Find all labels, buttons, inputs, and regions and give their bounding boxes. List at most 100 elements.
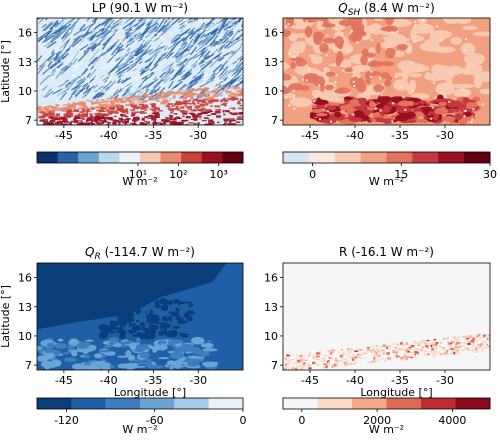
lp-warm-cell — [214, 111, 221, 114]
lp-streak — [71, 38, 82, 48]
lp-streak — [205, 18, 217, 27]
colorbar-swatch — [37, 152, 58, 163]
colorbar-frame — [282, 397, 491, 410]
lp-fleck — [193, 45, 197, 47]
lp-streak — [40, 18, 51, 29]
r-speckle — [477, 346, 481, 349]
lp-fleck — [96, 46, 100, 48]
lp-warm-cell — [240, 88, 243, 92]
lp-warm-cell — [125, 104, 131, 107]
lp-warm-cell — [42, 113, 48, 117]
lp-warm-cell — [187, 89, 194, 92]
r-speckle — [370, 350, 373, 353]
lp-streak — [49, 63, 54, 69]
qsh-warm-cell — [419, 106, 436, 110]
lp-streak — [236, 66, 243, 75]
colorbar-swatch — [119, 152, 141, 163]
lp-warm-cell — [60, 123, 64, 125]
r-speckle — [347, 363, 350, 365]
lp-fleck — [78, 121, 82, 123]
r-speckle — [300, 361, 304, 364]
qsh-patch — [344, 67, 353, 73]
r-speckle — [405, 356, 410, 358]
lp-warm-cell — [220, 103, 225, 106]
qsh-fleck — [392, 102, 395, 105]
colorbar-swatch — [438, 152, 465, 163]
qsh-fleck — [464, 49, 466, 52]
qsh-patch — [373, 18, 384, 21]
r-speckle — [482, 334, 487, 337]
lp-streak — [217, 43, 227, 53]
lp-streak — [190, 46, 198, 56]
r-speckle — [349, 362, 353, 364]
lp-streak — [79, 44, 89, 51]
lp-warm-cell — [59, 107, 64, 110]
lp-streak — [226, 39, 240, 49]
colorbar-label: W m⁻² — [122, 423, 157, 436]
lp-warm-cell — [219, 94, 223, 97]
lp-warm-cell — [82, 106, 89, 109]
lp-warm-cell — [151, 115, 154, 119]
r-speckle — [328, 361, 330, 364]
lp-warm-cell — [121, 114, 124, 117]
qsh-warm-cell — [343, 96, 353, 101]
qsh-patch — [417, 18, 427, 25]
lp-warm-cell — [89, 100, 93, 102]
lp-streak — [155, 18, 165, 33]
qr-dark-cell — [183, 301, 193, 304]
lp-warm-cell — [204, 124, 208, 125]
lp-warm-cell — [188, 100, 191, 102]
lp-fleck — [196, 31, 200, 33]
lp-streak — [198, 57, 208, 65]
lp-streak — [122, 19, 136, 30]
lp-streak — [43, 34, 55, 43]
lp-streak — [156, 79, 166, 91]
r-speckle — [454, 347, 457, 351]
lp-warm-cell — [154, 113, 160, 117]
qsh-fleck — [286, 85, 289, 88]
r-speckle — [409, 344, 411, 346]
qr-dark-cell — [119, 329, 127, 336]
lp-fleck — [60, 92, 64, 94]
lp-warm-cell — [199, 103, 202, 105]
lp-fleck — [55, 68, 59, 70]
lp-warm-cell — [117, 106, 124, 110]
lp-streak — [182, 72, 193, 81]
lp-warm-cell — [141, 100, 147, 103]
lp-fleck — [45, 50, 49, 52]
lp-streak — [37, 65, 43, 71]
lp-streak — [195, 93, 207, 101]
qsh-fleck — [370, 70, 373, 73]
lp-streak — [44, 30, 52, 40]
lp-streak — [108, 73, 113, 78]
r-speckle — [308, 367, 312, 369]
r-speckle — [287, 359, 292, 362]
lp-warm-cell — [84, 113, 89, 117]
lp-warm-cell — [107, 122, 112, 124]
lp-warm-cell — [188, 122, 194, 124]
r-speckle — [457, 346, 460, 349]
lp-streak — [64, 32, 70, 38]
x-axis-label: Longitude [°] — [114, 386, 186, 399]
lp-streak — [80, 24, 92, 32]
colorbar-swatch — [105, 398, 141, 409]
lp-fleck — [219, 75, 222, 77]
lp-warm-cell — [223, 119, 229, 122]
lp-streak — [210, 29, 215, 35]
lp-fleck — [101, 119, 104, 121]
lp-warm-cell — [63, 123, 68, 125]
qsh-fleck — [370, 39, 373, 42]
r-speckle — [295, 368, 298, 370]
r-speckle — [375, 349, 380, 352]
qsh-patch — [334, 31, 345, 39]
lp-fleck — [121, 60, 125, 62]
r-speckle — [321, 357, 325, 360]
colorbar-swatch — [386, 398, 422, 409]
lp-streak — [193, 34, 202, 44]
r-speckle — [446, 337, 449, 339]
qsh-fleck — [431, 106, 434, 109]
r-speckle — [331, 349, 335, 351]
lp-streak — [218, 84, 224, 92]
lp-warm-cell — [131, 111, 136, 115]
qsh-fleck — [383, 37, 386, 40]
